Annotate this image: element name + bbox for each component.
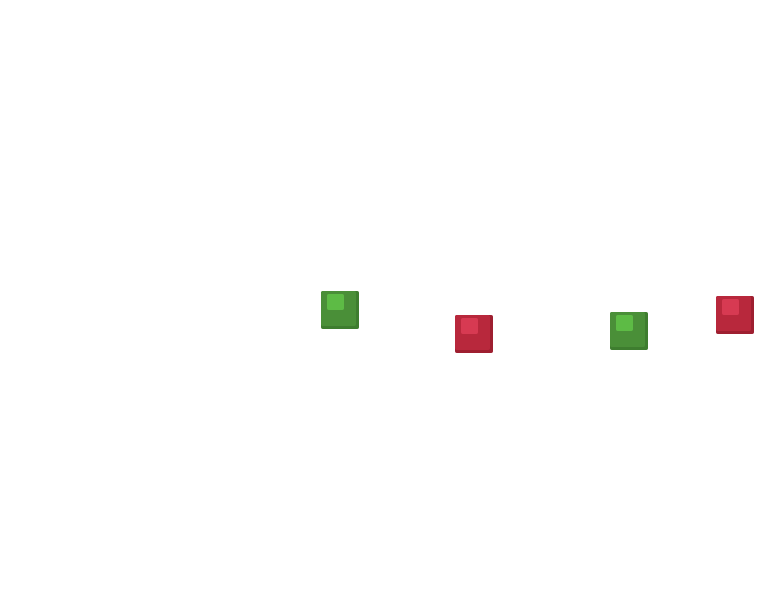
red-block[interactable] xyxy=(716,296,754,334)
red-block[interactable] xyxy=(455,315,493,353)
block-highlight xyxy=(461,318,478,334)
block-highlight xyxy=(327,294,344,310)
block-highlight xyxy=(722,299,739,315)
green-block[interactable] xyxy=(610,312,648,350)
green-block[interactable] xyxy=(321,291,359,329)
block-highlight xyxy=(616,315,633,331)
